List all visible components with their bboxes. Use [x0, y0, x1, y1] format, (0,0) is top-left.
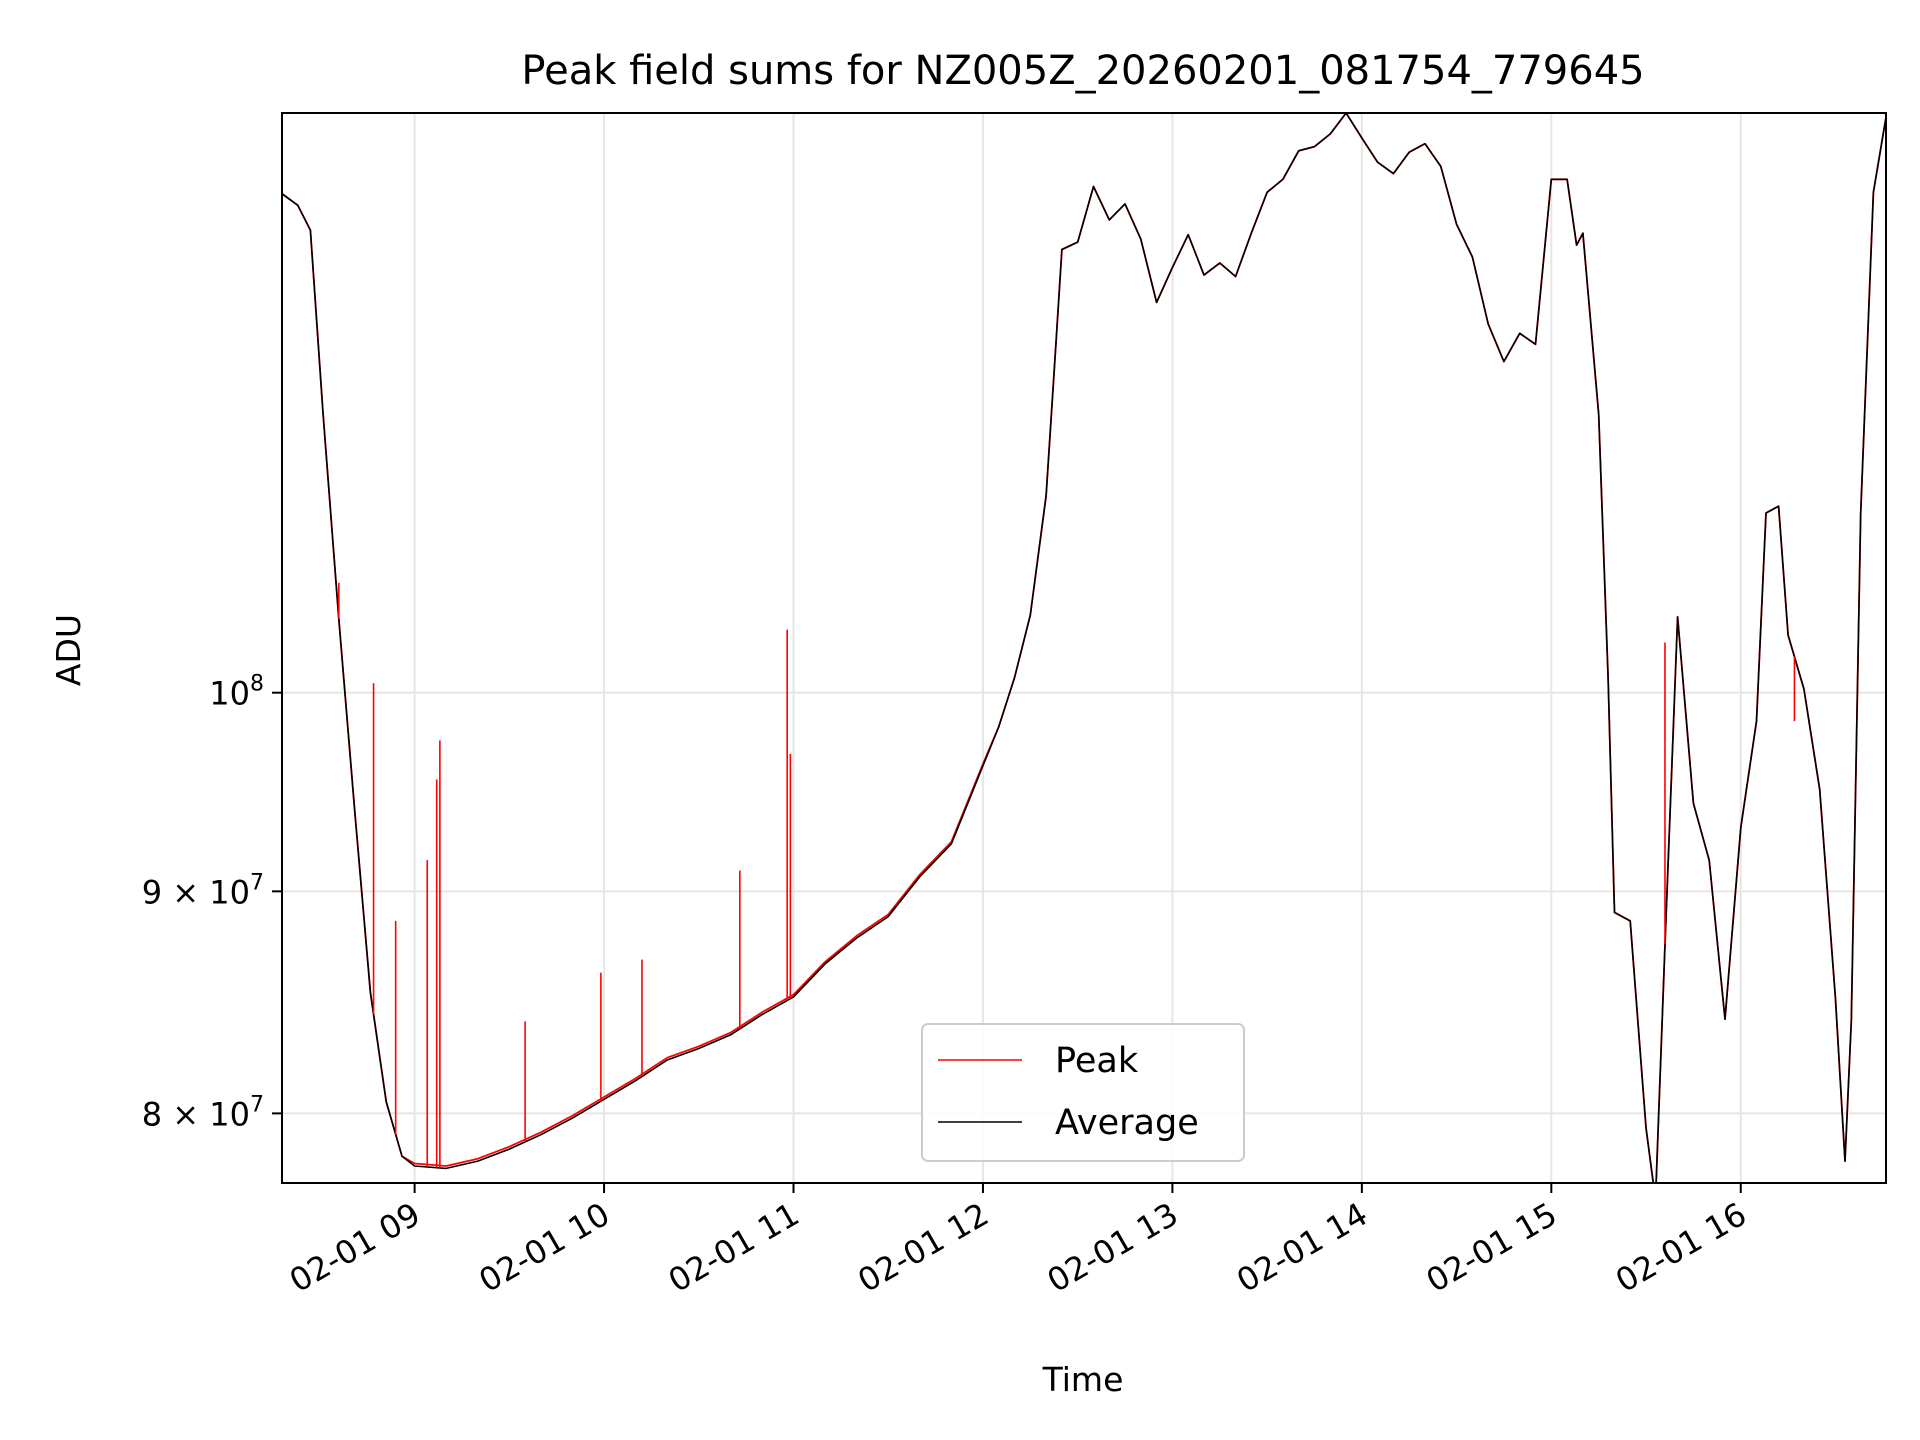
y-axis-ticks: 8 × 107 9 × 107 108 — [142, 672, 282, 1133]
legend-label-peak: Peak — [1055, 1041, 1139, 1081]
y-tick-label: 108 — [209, 672, 264, 713]
x-axis-label: Time — [1042, 1360, 1124, 1399]
y-tick-label: 8 × 107 — [142, 1092, 264, 1133]
chart-title: Peak field sums for NZ005Z_20260201_0817… — [521, 48, 1644, 94]
legend-label-average: Average — [1055, 1103, 1199, 1143]
series-line-average — [282, 113, 1886, 1183]
legend: Peak Average — [921, 1023, 1245, 1162]
series-lines — [282, 113, 1886, 1183]
y-tick-label: 9 × 107 — [142, 870, 264, 911]
y-axis-label: ADU — [49, 614, 88, 686]
grid-lines — [282, 113, 1886, 1183]
plot-area-frame — [281, 112, 1887, 1184]
legend-box — [921, 1023, 1245, 1162]
